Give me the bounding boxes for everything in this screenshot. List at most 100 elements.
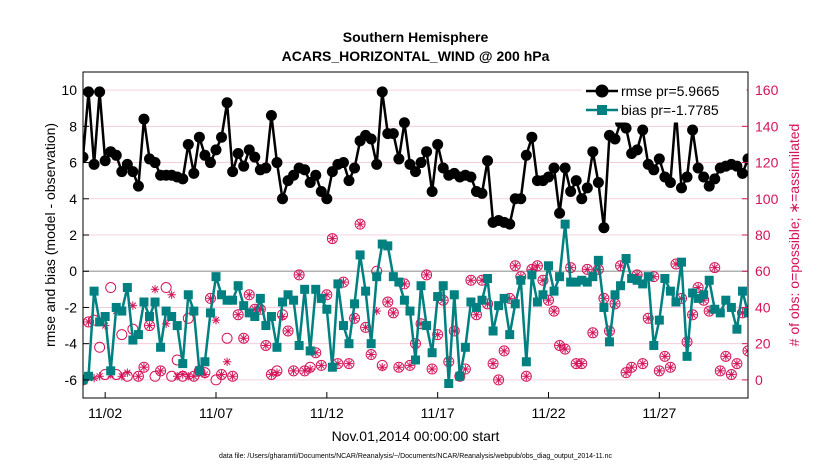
assimilated-obs-marker-8 bbox=[123, 368, 132, 377]
bias-point-67 bbox=[449, 290, 459, 300]
assimilated-obs-marker-33 bbox=[261, 341, 271, 350]
x-axis-ticks: 11/02 11/07 11/12 11/17 11/22 11/27 bbox=[88, 392, 677, 421]
bias-point-34 bbox=[266, 312, 276, 321]
horizontal-gridlines bbox=[83, 89, 748, 381]
possible-obs-marker-34 bbox=[265, 368, 277, 380]
assimilated-obs-stroke bbox=[823, 368, 829, 374]
possible-obs-marker-114 bbox=[709, 262, 721, 274]
possible-obs-marker-3 bbox=[94, 341, 106, 353]
rmse-point-64 bbox=[432, 138, 444, 150]
assimilated-obs-marker-39 bbox=[294, 270, 304, 280]
bias-point-28 bbox=[233, 281, 243, 291]
right-y-tick-label-5: 100 bbox=[755, 191, 779, 207]
assimilated-obs-marker-35 bbox=[272, 368, 282, 377]
x-tick-label-2: 11/12 bbox=[310, 405, 344, 421]
possible-obs-marker-115 bbox=[714, 365, 726, 377]
assimilated-obs-stroke bbox=[812, 319, 818, 325]
assimilated-obs-marker-45 bbox=[328, 234, 337, 243]
bias-point-53 bbox=[372, 272, 382, 282]
rmse-point-124 bbox=[765, 141, 776, 152]
rmse-point-21 bbox=[193, 131, 205, 143]
possible-obs-marker-92 bbox=[587, 327, 599, 339]
bias-point-93 bbox=[593, 255, 603, 265]
bias-point-120 bbox=[743, 308, 748, 318]
possible-obs-marker-75 bbox=[493, 374, 505, 386]
assimilated-obs-stroke bbox=[184, 372, 192, 380]
rmse-point-132 bbox=[809, 153, 820, 164]
assimilated-obs-stroke bbox=[362, 324, 369, 331]
bias-point-71 bbox=[471, 302, 481, 312]
possible-obs-marker-83 bbox=[537, 274, 549, 286]
possible-obs-marker-63 bbox=[426, 363, 438, 375]
bias-point-105 bbox=[660, 273, 670, 283]
rmse-point-62 bbox=[421, 146, 433, 158]
assimilated-obs-marker-18 bbox=[178, 370, 187, 379]
possible-obs-marker-133 bbox=[815, 339, 825, 349]
bias-point-9 bbox=[128, 335, 138, 345]
possible-obs-marker-26 bbox=[221, 332, 233, 344]
left-y-tick-label-8: 10 bbox=[61, 82, 77, 98]
rmse-point-86 bbox=[554, 207, 566, 219]
possible-obs-marker-91 bbox=[581, 263, 593, 275]
bias-point-85 bbox=[549, 286, 559, 296]
bias-point-95 bbox=[604, 337, 614, 347]
rmse-point-0 bbox=[83, 151, 89, 163]
assimilated-obs-stroke bbox=[151, 286, 159, 293]
rmse-point-20 bbox=[188, 167, 200, 179]
bias-point-20 bbox=[189, 306, 199, 316]
rmse-point-104 bbox=[653, 153, 665, 165]
assimilated-obs-stroke bbox=[306, 365, 314, 373]
bias-point-44 bbox=[322, 304, 332, 314]
bias-point-81 bbox=[527, 270, 537, 280]
possible-obs-marker-111 bbox=[692, 282, 704, 294]
rmse-point-28 bbox=[232, 148, 244, 159]
bias-line bbox=[83, 222, 748, 385]
possible-obs-marker-99 bbox=[626, 361, 638, 373]
assimilated-obs-marker-115 bbox=[716, 366, 725, 376]
bias-point-52 bbox=[366, 339, 376, 349]
assimilated-obs-stroke bbox=[467, 276, 475, 284]
assimilated-obs-stroke bbox=[628, 363, 635, 371]
bias-point-47 bbox=[338, 321, 348, 331]
rmse-point-13 bbox=[149, 157, 161, 169]
bias-point-79 bbox=[516, 275, 526, 285]
assimilated-obs-stroke bbox=[656, 367, 663, 375]
bias-point-64 bbox=[433, 292, 443, 302]
bias-point-101 bbox=[638, 279, 648, 289]
rmse-point-9 bbox=[127, 166, 139, 178]
rmse-point-40 bbox=[299, 164, 311, 176]
bias-point-123 bbox=[760, 355, 769, 364]
assimilated-obs-marker-54 bbox=[378, 363, 387, 372]
bias-point-19 bbox=[183, 290, 193, 300]
assimilated-obs-marker-80 bbox=[522, 372, 531, 381]
possible-obs-marker-127 bbox=[782, 364, 792, 374]
right-y-tick-label-3: 60 bbox=[755, 263, 771, 279]
footer-file-path: data file: /Users/gharamti/Documents/NCA… bbox=[219, 453, 613, 460]
rmse-series bbox=[83, 86, 820, 234]
chart-subtitle: ACARS_HORIZONTAL_WIND @ 200 hPa bbox=[282, 48, 550, 64]
assimilated-obs-marker-30 bbox=[245, 290, 254, 299]
possible-obs-marker-82 bbox=[531, 260, 543, 272]
rmse-point-19 bbox=[182, 138, 194, 150]
assimilated-obs-marker-12 bbox=[145, 321, 154, 330]
possible-obs-marker-105 bbox=[659, 350, 671, 362]
bias-point-30 bbox=[244, 308, 254, 318]
assimilated-obs-stroke bbox=[284, 327, 292, 335]
bias-point-115 bbox=[715, 308, 725, 318]
rmse-point-26 bbox=[221, 97, 233, 109]
possible-obs-marker-48 bbox=[343, 358, 355, 370]
bias-point-33 bbox=[261, 321, 271, 331]
possible-obs-marker-84 bbox=[543, 294, 554, 306]
rmse-point-101 bbox=[637, 124, 649, 136]
bias-point-48 bbox=[344, 339, 354, 349]
possible-obs-marker-27 bbox=[227, 370, 239, 382]
rmse-point-33 bbox=[260, 162, 272, 174]
bias-point-110 bbox=[688, 288, 698, 298]
assimilated-obs-marker-27 bbox=[228, 372, 237, 381]
bias-point-27 bbox=[228, 295, 238, 305]
chart-title: Southern Hemisphere bbox=[343, 29, 489, 45]
assimilated-obs-marker-101 bbox=[638, 359, 647, 368]
assimilated-obs-marker-106 bbox=[666, 363, 675, 372]
bias-point-94 bbox=[599, 302, 609, 312]
possible-obs-marker-55 bbox=[382, 296, 394, 308]
